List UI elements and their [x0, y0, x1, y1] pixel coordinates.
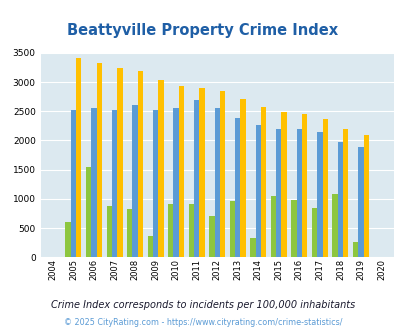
Bar: [199, 88, 204, 257]
Bar: [229, 201, 234, 257]
Bar: [234, 118, 240, 257]
Bar: [188, 204, 194, 257]
Bar: [332, 194, 337, 257]
Bar: [270, 196, 275, 257]
Bar: [255, 125, 260, 257]
Text: Crime Index corresponds to incidents per 100,000 inhabitants: Crime Index corresponds to incidents per…: [51, 300, 354, 310]
Bar: [209, 216, 214, 257]
Bar: [76, 58, 81, 257]
Bar: [173, 108, 178, 257]
Bar: [311, 208, 316, 257]
Bar: [260, 107, 266, 257]
Bar: [127, 210, 132, 257]
Bar: [337, 142, 342, 257]
Text: © 2025 CityRating.com - https://www.cityrating.com/crime-statistics/: © 2025 CityRating.com - https://www.city…: [64, 318, 341, 327]
Bar: [96, 63, 102, 257]
Bar: [316, 132, 322, 257]
Bar: [357, 147, 363, 257]
Bar: [281, 112, 286, 257]
Bar: [363, 135, 368, 257]
Bar: [153, 110, 158, 257]
Bar: [342, 129, 347, 257]
Bar: [117, 68, 122, 257]
Bar: [70, 110, 76, 257]
Bar: [249, 238, 255, 257]
Bar: [86, 167, 91, 257]
Bar: [240, 99, 245, 257]
Bar: [137, 71, 143, 257]
Text: Beattyville Property Crime Index: Beattyville Property Crime Index: [67, 23, 338, 38]
Bar: [106, 206, 112, 257]
Bar: [291, 200, 296, 257]
Bar: [275, 129, 281, 257]
Bar: [132, 105, 137, 257]
Bar: [65, 222, 70, 257]
Bar: [91, 108, 96, 257]
Bar: [158, 80, 163, 257]
Bar: [178, 85, 184, 257]
Bar: [194, 100, 199, 257]
Bar: [112, 110, 117, 257]
Bar: [352, 242, 357, 257]
Bar: [214, 108, 220, 257]
Bar: [301, 114, 307, 257]
Bar: [168, 204, 173, 257]
Bar: [322, 119, 327, 257]
Bar: [147, 236, 153, 257]
Bar: [296, 129, 301, 257]
Bar: [220, 91, 225, 257]
